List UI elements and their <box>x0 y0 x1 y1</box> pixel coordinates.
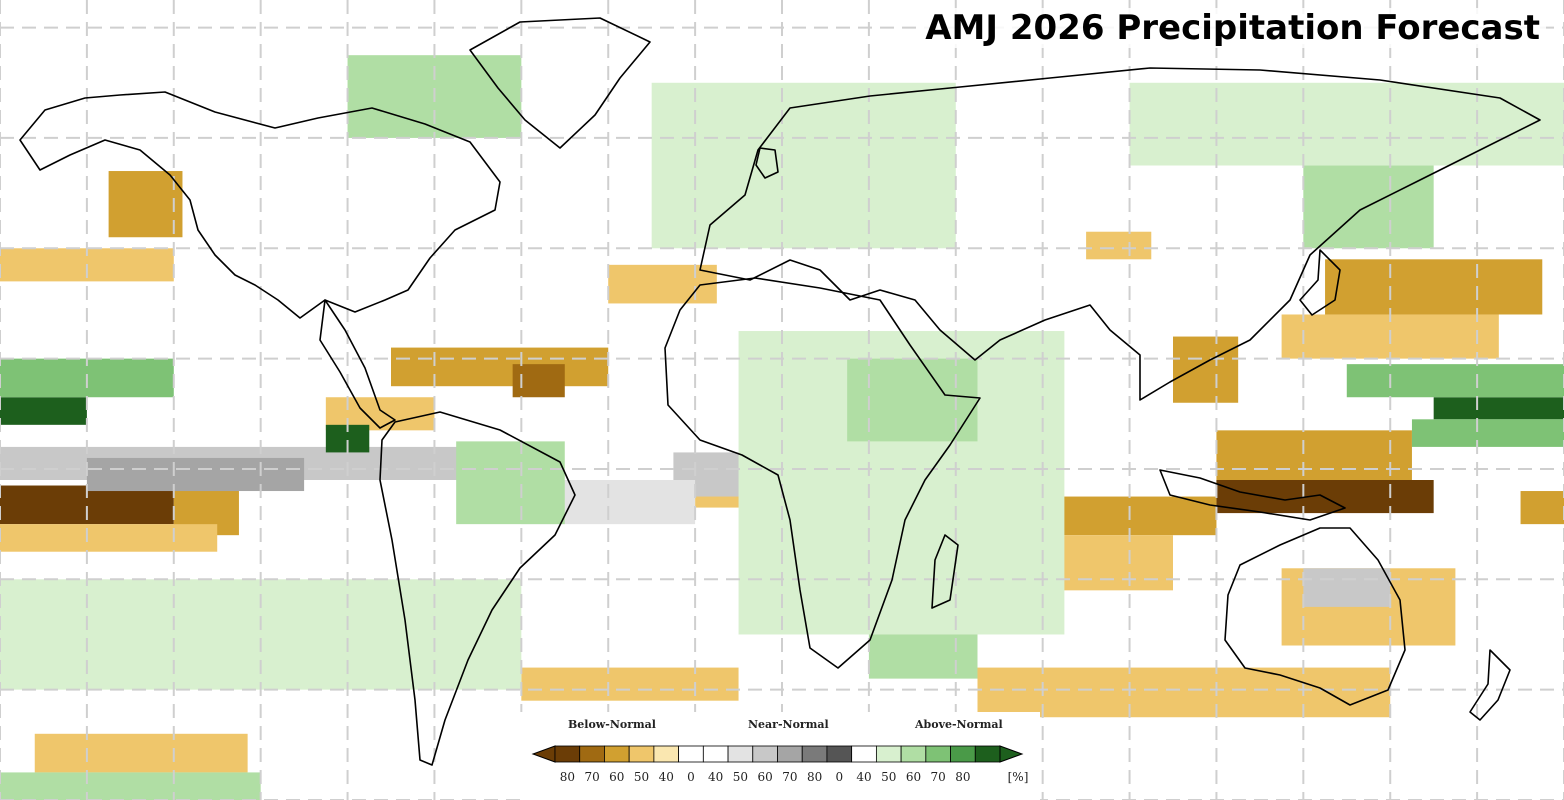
forecast-region-below-normal-11 <box>34 733 248 773</box>
forecast-region-below-normal-9 <box>0 524 218 552</box>
forecast-region-near-normal-26 <box>1303 568 1391 607</box>
legend-tick-label: 80 <box>955 770 971 784</box>
forecast-region-below-normal-12 <box>1086 231 1152 260</box>
legend-tick-label: 80 <box>559 770 575 784</box>
legend-swatch <box>801 745 828 763</box>
coastline-africa <box>664 277 981 669</box>
legend-swatch <box>752 745 778 763</box>
forecast-region-near-normal-24 <box>86 457 305 492</box>
legend-swatch <box>604 745 630 763</box>
coastline-australia <box>1224 527 1406 706</box>
legend-arrow-right <box>999 745 1024 763</box>
legend-swatch <box>974 745 1001 763</box>
legend-swatch <box>678 745 704 763</box>
legend-swatch <box>702 745 729 763</box>
forecast-region-above-normal-35 <box>847 358 978 442</box>
legend-tick-label: 40 <box>856 770 872 784</box>
forecast-region-above-normal-38 <box>1303 165 1434 249</box>
legend-unit-label: [%] <box>1007 770 1029 784</box>
legend-tick-label: 0 <box>835 770 844 784</box>
forecast-region-above-normal-42 <box>0 772 261 800</box>
legend-swatch <box>777 745 803 763</box>
legend-tick-label: 80 <box>806 770 823 784</box>
forecast-region-below-normal-16 <box>1216 430 1412 486</box>
forecast-region-below-normal-10 <box>521 667 739 701</box>
legend-category-below-normal: Below-Normal <box>568 718 656 731</box>
forecast-region-below-normal-13 <box>1325 259 1543 315</box>
legend-swatch <box>900 745 927 763</box>
forecast-region-above-normal-31 <box>1433 397 1564 420</box>
forecast-region-below-normal-21 <box>977 667 1391 718</box>
coastline-madagascar <box>931 534 959 609</box>
legend-swatch <box>653 745 680 763</box>
forecast-region-below-normal-3 <box>391 347 609 387</box>
coastline-japan <box>1299 249 1341 316</box>
legend-tick-label: 0 <box>687 770 695 784</box>
forecast-region-below-normal-22 <box>1520 491 1564 525</box>
legend-swatch <box>554 745 581 763</box>
coastline-north-america <box>19 91 501 319</box>
forecast-region-below-normal-17 <box>1216 480 1434 514</box>
legend-tick-label: 40 <box>708 770 724 784</box>
coastline-greenland <box>469 17 651 149</box>
coastline-south-america <box>379 411 576 766</box>
legend-swatch <box>826 745 853 763</box>
legend-category-near-normal: Near-Normal <box>748 718 829 731</box>
legend-swatch <box>875 745 902 763</box>
map-title: AMJ 2026 Precipitation Forecast <box>919 8 1546 48</box>
legend-tick-label: 70 <box>782 770 798 784</box>
legend-tick-label: 40 <box>658 770 674 784</box>
legend-swatch <box>628 745 655 763</box>
legend-swatch <box>851 745 877 763</box>
forecast-region-above-normal-32 <box>1346 364 1564 398</box>
forecast-region-above-normal-33 <box>1411 419 1564 447</box>
coastline-central-america <box>319 299 396 429</box>
forecast-region-below-normal-15 <box>1173 336 1239 403</box>
coastline-uk <box>755 147 779 179</box>
coastlines <box>19 17 1541 766</box>
forecast-region-below-normal-2 <box>608 264 717 304</box>
legend-swatch <box>579 745 605 763</box>
legend-tick-label: 70 <box>930 770 946 784</box>
forecast-region-above-normal-36 <box>456 441 565 525</box>
legend-tick-label: 50 <box>633 770 650 784</box>
forecast-region-below-normal-0 <box>108 171 183 238</box>
legend-swatch <box>727 745 754 763</box>
legend-swatch <box>925 745 951 763</box>
legend-tick-label: 60 <box>609 770 625 784</box>
legend-tick-label: 60 <box>905 770 922 784</box>
forecast-region-above-normal-43 <box>1129 82 1564 166</box>
forecast-region-above-normal-28 <box>0 397 87 425</box>
legend-category-above-normal: Above-Normal <box>915 718 1003 731</box>
forecast-region-above-normal-37 <box>651 82 956 249</box>
legend-tick-label: 50 <box>732 770 749 784</box>
legend-arrow-left <box>531 745 556 763</box>
legend-tick-label: 60 <box>757 770 773 784</box>
forecast-region-above-normal-40 <box>868 634 978 679</box>
legend-color-bar <box>531 745 1024 763</box>
legend-swatch <box>950 745 976 763</box>
legend-tick-label: 70 <box>584 770 600 784</box>
probability-legend: Below-Normal Near-Normal Above-Normal 80… <box>520 712 1040 800</box>
coastline-new-zealand <box>1469 649 1511 721</box>
legend-tick-label: 50 <box>881 770 897 784</box>
coastline-eurasia <box>699 67 1541 401</box>
coastline-indonesia <box>1159 469 1346 521</box>
